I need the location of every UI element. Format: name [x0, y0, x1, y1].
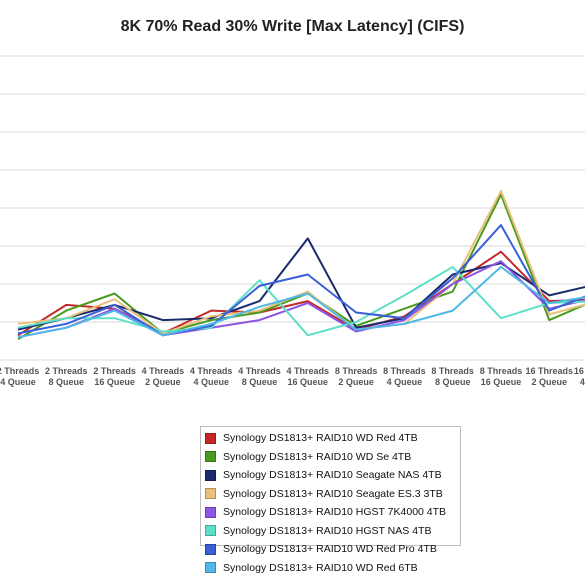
x-tick-label-12-0: 16 Threads: [574, 366, 585, 376]
legend-label-4: Synology DS1813+ RAID10 HGST 7K4000 4TB: [223, 506, 446, 518]
legend-label-2: Synology DS1813+ RAID10 Seagate NAS 4TB: [223, 469, 442, 481]
x-tick-label-9-1: 8 Queue: [435, 377, 471, 387]
legend-label-7: Synology DS1813+ RAID10 WD Red 6TB: [223, 562, 418, 574]
x-tick-label-1-1: 8 Queue: [49, 377, 85, 387]
x-tick-label-4-0: 4 Threads: [190, 366, 233, 376]
x-tick-label-5-0: 4 Threads: [238, 366, 281, 376]
x-tick-label-0-1: 4 Queue: [0, 377, 36, 387]
legend-label-5: Synology DS1813+ RAID10 HGST NAS 4TB: [223, 525, 431, 537]
legend-swatch-3: [205, 488, 216, 499]
x-tick-label-12-1: 4 Queue: [580, 377, 585, 387]
x-tick-label-0-0: 2 Threads: [0, 366, 39, 376]
legend-swatch-6: [205, 544, 216, 555]
legend-swatch-5: [205, 525, 216, 536]
x-tick-label-3-1: 2 Queue: [145, 377, 181, 387]
legend-item-0: Synology DS1813+ RAID10 WD Red 4TB: [205, 429, 460, 448]
legend-swatch-4: [205, 507, 216, 518]
x-tick-label-4-1: 4 Queue: [193, 377, 229, 387]
x-tick-label-9-0: 8 Threads: [431, 366, 474, 376]
x-tick-label-10-1: 16 Queue: [481, 377, 522, 387]
x-tick-label-11-1: 2 Queue: [532, 377, 568, 387]
x-tick-label-11-0: 16 Threads: [526, 366, 574, 376]
legend-swatch-2: [205, 470, 216, 481]
x-tick-label-7-0: 8 Threads: [335, 366, 378, 376]
x-tick-label-2-1: 16 Queue: [94, 377, 135, 387]
legend-item-6: Synology DS1813+ RAID10 WD Red Pro 4TB: [205, 540, 460, 559]
legend-item-5: Synology DS1813+ RAID10 HGST NAS 4TB: [205, 522, 460, 541]
series-line-5: [18, 267, 585, 335]
x-tick-label-8-1: 4 Queue: [387, 377, 423, 387]
legend-label-0: Synology DS1813+ RAID10 WD Red 4TB: [223, 432, 418, 444]
x-tick-label-2-0: 2 Threads: [93, 366, 136, 376]
x-tick-label-7-1: 2 Queue: [338, 377, 374, 387]
x-tick-label-6-0: 4 Threads: [287, 366, 330, 376]
legend: Synology DS1813+ RAID10 WD Red 4TB Synolo…: [200, 426, 461, 546]
series-lines: [18, 191, 585, 339]
legend-item-4: Synology DS1813+ RAID10 HGST 7K4000 4TB: [205, 503, 460, 522]
legend-label-6: Synology DS1813+ RAID10 WD Red Pro 4TB: [223, 543, 437, 555]
legend-swatch-0: [205, 433, 216, 444]
legend-item-1: Synology DS1813+ RAID10 WD Se 4TB: [205, 448, 460, 467]
x-tick-label-10-0: 8 Threads: [480, 366, 523, 376]
legend-item-3: Synology DS1813+ RAID10 Seagate ES.3 3TB: [205, 485, 460, 504]
x-tick-label-8-0: 8 Threads: [383, 366, 426, 376]
legend-item-2: Synology DS1813+ RAID10 Seagate NAS 4TB: [205, 466, 460, 485]
legend-label-1: Synology DS1813+ RAID10 WD Se 4TB: [223, 451, 411, 463]
x-tick-label-1-0: 2 Threads: [45, 366, 88, 376]
x-tick-label-5-1: 8 Queue: [242, 377, 278, 387]
x-tick-label-3-0: 4 Threads: [142, 366, 185, 376]
series-line-4: [18, 261, 585, 337]
legend-swatch-7: [205, 562, 216, 573]
x-tick-label-6-1: 16 Queue: [288, 377, 329, 387]
legend-label-3: Synology DS1813+ RAID10 Seagate ES.3 3TB: [223, 488, 443, 500]
legend-swatch-1: [205, 451, 216, 462]
legend-item-7: Synology DS1813+ RAID10 WD Red 6TB: [205, 559, 460, 577]
